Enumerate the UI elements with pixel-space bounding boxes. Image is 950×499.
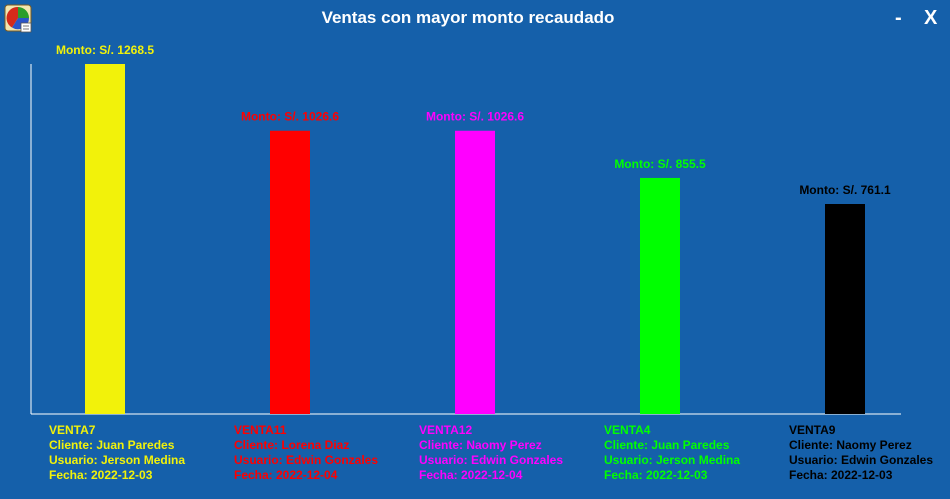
- date-label: Fecha: 2022-12-03: [789, 468, 893, 482]
- close-button[interactable]: X: [924, 7, 938, 29]
- bar-value-label: Monto: S/. 1268.5: [56, 43, 154, 57]
- category-label: VENTA11: [234, 423, 287, 437]
- client-label: Cliente: Juan Paredes: [49, 438, 175, 452]
- user-label: Usuario: Edwin Gonzales: [419, 453, 563, 467]
- user-label: Usuario: Jerson Medina: [604, 453, 740, 467]
- category-label: VENTA9: [789, 423, 836, 437]
- bar-venta12: [455, 130, 495, 414]
- date-label: Fecha: 2022-12-03: [604, 468, 708, 482]
- user-label: Usuario: Edwin Gonzales: [234, 453, 378, 467]
- bar-value-label: Monto: S/. 1026.6: [426, 110, 524, 124]
- user-label: Usuario: Edwin Gonzales: [789, 453, 933, 467]
- client-label: Cliente: Lorena Diaz: [234, 438, 349, 452]
- bar-venta4: [640, 177, 680, 414]
- pie-chart-icon: [4, 4, 34, 34]
- bar-value-label: Monto: S/. 761.1: [799, 183, 891, 197]
- bar-value-label: Monto: S/. 855.5: [614, 157, 706, 171]
- bar-value-label: Monto: S/. 1026.6: [241, 110, 339, 124]
- title-bar: Ventas con mayor monto recaudado - X: [0, 0, 950, 36]
- client-label: Cliente: Naomy Perez: [789, 438, 912, 452]
- client-label: Cliente: Naomy Perez: [419, 438, 542, 452]
- bar-venta11: [270, 130, 310, 414]
- bar-venta7: [85, 64, 125, 414]
- minimize-button[interactable]: -: [895, 7, 902, 29]
- user-label: Usuario: Jerson Medina: [49, 453, 185, 467]
- category-label: VENTA7: [49, 423, 96, 437]
- category-label: VENTA12: [419, 423, 472, 437]
- bar-venta9: [825, 204, 865, 414]
- date-label: Fecha: 2022-12-04: [419, 468, 523, 482]
- category-label: VENTA4: [604, 423, 651, 437]
- date-label: Fecha: 2022-12-04: [234, 468, 338, 482]
- client-label: Cliente: Juan Paredes: [604, 438, 730, 452]
- window-title: Ventas con mayor monto recaudado: [321, 8, 615, 27]
- date-label: Fecha: 2022-12-03: [49, 468, 153, 482]
